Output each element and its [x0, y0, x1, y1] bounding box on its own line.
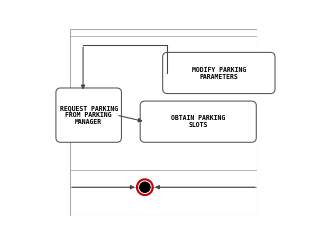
FancyBboxPatch shape [140, 101, 256, 142]
Circle shape [139, 182, 150, 192]
Text: MODIFY PARKING
PARAMETERS: MODIFY PARKING PARAMETERS [192, 67, 246, 80]
Text: REQUEST PARKING
FROM PARKING
MANAGER: REQUEST PARKING FROM PARKING MANAGER [60, 105, 118, 125]
FancyBboxPatch shape [70, 29, 257, 216]
Text: OBTAIN PARKING
SLOTS: OBTAIN PARKING SLOTS [171, 115, 225, 128]
FancyBboxPatch shape [163, 52, 275, 94]
FancyBboxPatch shape [56, 88, 122, 142]
